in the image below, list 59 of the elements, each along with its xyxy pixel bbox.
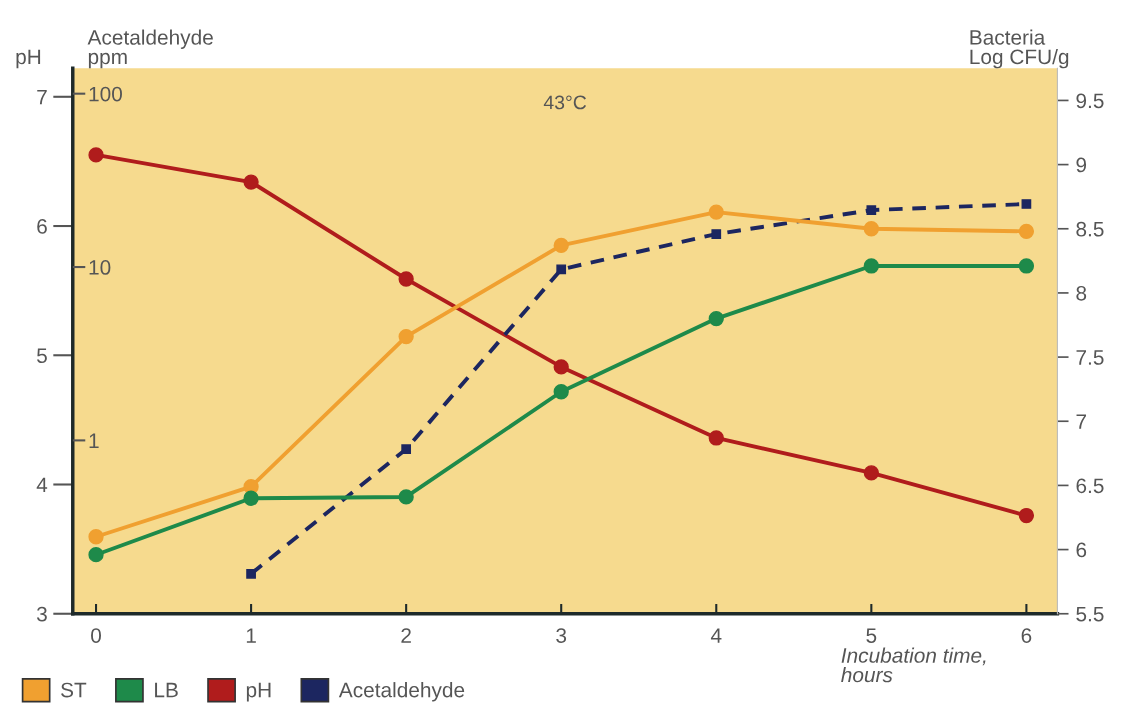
x-tick-label: 6 — [1021, 628, 1032, 643]
x-tick-label: 3 — [556, 628, 567, 643]
y-tick-label: 6 — [37, 219, 47, 234]
x-tick-label: 0 — [91, 628, 102, 643]
point — [243, 490, 259, 506]
point — [1018, 223, 1035, 239]
y2-tick-label: 100 — [89, 86, 122, 102]
point — [88, 529, 104, 545]
point — [246, 568, 256, 579]
x-tick-label: 5 — [866, 628, 877, 643]
point — [88, 147, 104, 163]
x-axis-title: Incubation time, hours — [841, 647, 986, 683]
point — [863, 465, 879, 481]
point — [863, 258, 879, 274]
point — [553, 359, 569, 375]
point — [863, 221, 879, 237]
point — [398, 489, 414, 505]
point — [88, 547, 104, 563]
y3-tick-label: 6.5 — [1076, 478, 1104, 494]
point — [398, 328, 414, 345]
y3-tick-label: 9 — [1076, 157, 1087, 173]
point — [398, 271, 414, 287]
legend-label: pH — [246, 682, 271, 702]
point — [1018, 258, 1035, 274]
legend-label: Acetaldehyde — [338, 682, 465, 702]
text: 43°C — [543, 95, 587, 110]
x-tick-label: 1 — [246, 628, 256, 643]
y3-axis-title: Bacteria Log CFU/g — [970, 29, 1069, 69]
y2-tick-label: 10 — [89, 260, 111, 275]
point — [553, 237, 569, 254]
point — [866, 205, 877, 215]
point — [1018, 507, 1035, 524]
point — [556, 264, 567, 275]
point — [401, 444, 412, 455]
y3-tick-label: 6 — [1076, 542, 1087, 558]
y-tick-label: 4 — [36, 477, 48, 493]
y3-tick-label: 8 — [1076, 285, 1087, 301]
point — [553, 384, 569, 400]
x-tick-label: 2 — [401, 628, 411, 643]
point — [1021, 199, 1032, 209]
point — [708, 430, 724, 446]
y3-tick-label: 9.5 — [1076, 93, 1104, 109]
y-axis-title: pH — [16, 49, 41, 69]
legend-label: LB — [155, 682, 178, 698]
y-tick-label: 7 — [37, 90, 47, 105]
x-tick-label: 4 — [710, 628, 722, 643]
y-tick-label: 5 — [37, 348, 47, 364]
point — [708, 310, 724, 327]
point — [708, 204, 724, 220]
y-tick-label: 3 — [36, 606, 47, 622]
y3-tick-label: 7.5 — [1076, 350, 1104, 365]
point — [243, 174, 259, 190]
y3-tick-label: 8.5 — [1076, 221, 1104, 237]
legend-label: ST — [61, 682, 87, 698]
y3-tick-label: 5.5 — [1076, 606, 1104, 622]
y2-tick-label: 1 — [89, 433, 99, 448]
y3-tick-label: 7 — [1076, 414, 1087, 429]
y2-axis-title: Acetaldehyde ppm — [87, 29, 213, 69]
point — [711, 229, 722, 239]
